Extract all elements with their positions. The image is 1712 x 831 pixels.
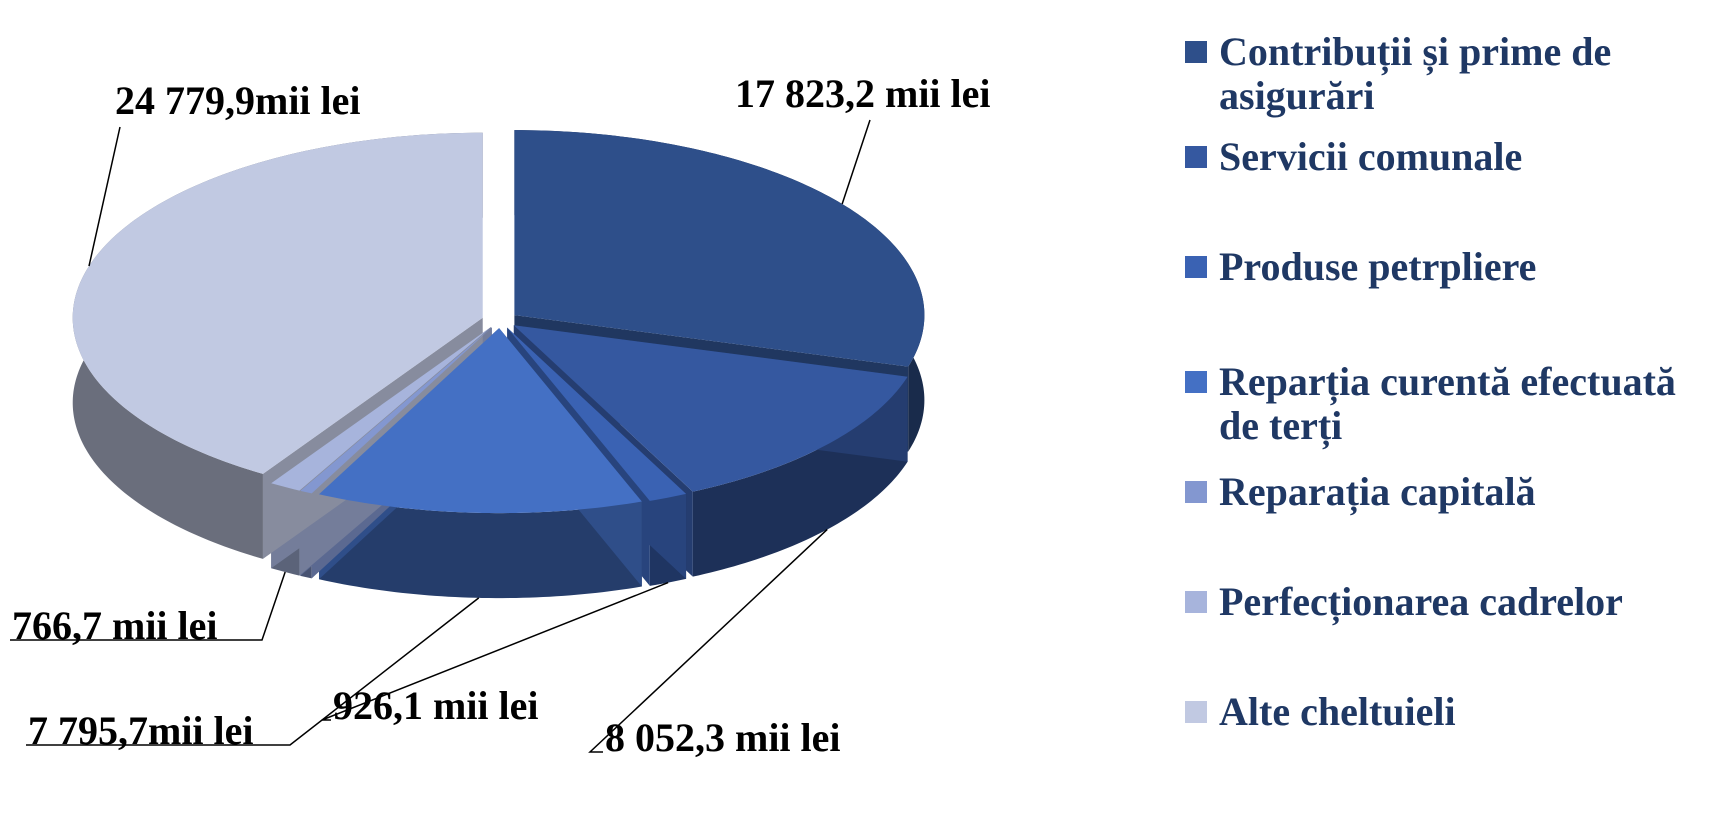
leader-line: [841, 119, 871, 205]
legend-label: Contribuții și prime de asigurări: [1219, 29, 1612, 118]
legend-label: Reparția curentă efectuată de terți: [1219, 359, 1676, 448]
slice: [72, 132, 483, 474]
data-label: 926,1 mii lei: [333, 683, 539, 728]
legend-label: Reparația capitală: [1219, 469, 1536, 514]
leader-line: [26, 597, 480, 746]
legend-item: Reparția curentă efectuată de terți: [1185, 360, 1705, 448]
legend-label: Produse petrpliere: [1219, 244, 1537, 289]
data-label: 8 052,3 mii lei: [605, 715, 841, 760]
legend-item: Reparația capitală: [1185, 470, 1705, 514]
slice-side: [692, 376, 908, 577]
legend-swatch: [1185, 371, 1207, 393]
slice: [513, 325, 908, 492]
legend-item: Servicii comunale: [1185, 135, 1705, 179]
data-label: 17 823,2 mii lei: [735, 71, 991, 116]
data-label: 24 779,9mii lei: [115, 78, 361, 123]
data-label: 766,7 mii lei: [12, 603, 218, 648]
leader-line: [88, 126, 121, 267]
data-label: 7 795,7mii lei: [28, 708, 254, 753]
slice: [271, 327, 491, 491]
tops: [72, 130, 925, 514]
slice: [507, 327, 687, 501]
slice: [514, 130, 925, 367]
legend-swatch: [1185, 701, 1207, 723]
leader-line: [588, 528, 828, 753]
slice: [300, 327, 492, 494]
legend-item: Produse petrpliere: [1185, 245, 1705, 289]
legend-item: Contribuții și prime de asigurări: [1185, 30, 1705, 118]
legend-label: Perfecționarea cadrelor: [1219, 579, 1623, 624]
legend-label: Servicii comunale: [1219, 134, 1523, 179]
legend-swatch: [1185, 256, 1207, 278]
legend-swatch: [1185, 41, 1207, 63]
legend-item: Perfecționarea cadrelor: [1185, 580, 1705, 624]
legend-label: Alte cheltuieli: [1219, 689, 1456, 734]
legend-swatch: [1185, 146, 1207, 168]
chart: 17 823,2 mii lei 8 052,3 mii lei 926,1 mii…: [10, 71, 991, 760]
leader-line: [10, 571, 286, 641]
slice: [318, 328, 642, 514]
legend-swatch: [1185, 481, 1207, 503]
slice-side: [318, 494, 642, 599]
legend-swatch: [1185, 591, 1207, 613]
legend-item: Alte cheltuieli: [1185, 690, 1705, 734]
